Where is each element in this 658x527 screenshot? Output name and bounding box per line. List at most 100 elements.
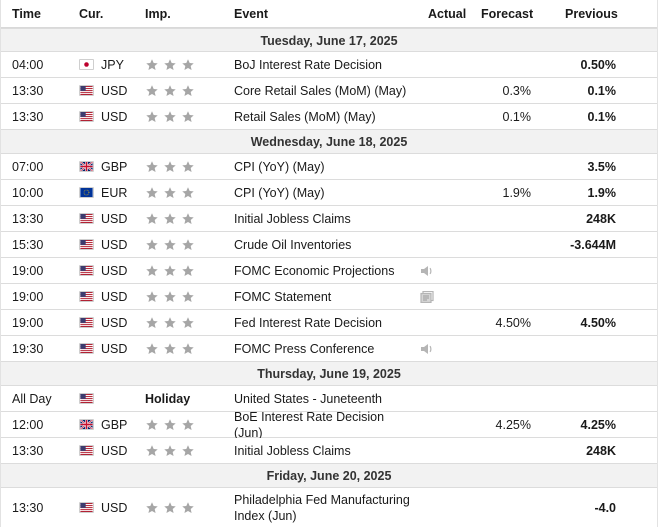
event-name[interactable]: FOMC Press Conference <box>234 341 375 356</box>
event-cell[interactable]: BoE Interest Rate Decision (Jun) <box>234 410 414 440</box>
importance-star-icon <box>164 501 176 513</box>
importance-rating <box>145 488 195 527</box>
importance-star-icon <box>182 418 194 430</box>
event-name[interactable]: Philadelphia Fed Manufacturing Index (Ju… <box>234 492 410 523</box>
event-currency: JPY <box>101 57 124 72</box>
event-currency: USD <box>101 237 128 252</box>
importance-star-icon <box>146 418 158 430</box>
event-cell[interactable]: United States - Juneteenth <box>234 386 414 411</box>
header-forecast[interactable]: Forecast <box>481 7 534 21</box>
event-cell[interactable]: CPI (YoY) (May) <box>234 180 414 205</box>
importance-star-icon <box>146 501 158 513</box>
importance-star-icon <box>182 342 194 354</box>
importance-star-icon <box>164 186 176 198</box>
event-row[interactable]: 13:30 USD Philadelphia Fed Manufacturing I… <box>0 488 658 527</box>
event-cell[interactable]: Initial Jobless Claims <box>234 206 414 231</box>
event-row[interactable]: All Day Holiday United States - Juneteenth <box>0 386 658 412</box>
importance-star-icon <box>164 238 176 250</box>
speaker-icon[interactable] <box>420 265 434 277</box>
event-name[interactable]: Initial Jobless Claims <box>234 211 351 226</box>
importance-star-icon <box>146 110 158 122</box>
event-cell[interactable]: Core Retail Sales (MoM) (May) <box>234 78 414 103</box>
event-name[interactable]: Crude Oil Inventories <box>234 237 352 252</box>
event-cell[interactable]: FOMC Statement <box>234 284 434 309</box>
event-row[interactable]: 19:00 USD FOMC Economic Projections <box>0 258 658 284</box>
event-row[interactable]: 13:30 USD Initial Jobless Claims 248K <box>0 438 658 464</box>
date-row: Friday, June 20, 2025 <box>0 464 658 488</box>
event-name[interactable]: Initial Jobless Claims <box>234 443 351 458</box>
event-row[interactable]: 10:00 EUR CPI (YoY) (May) 1.9% 1.9% <box>0 180 658 206</box>
event-name[interactable]: Core Retail Sales (MoM) (May) <box>234 83 407 98</box>
event-cell[interactable]: CPI (YoY) (May) <box>234 154 414 179</box>
table-header: Time Cur. Imp. Event Actual Forecast Pre… <box>0 0 658 28</box>
header-event[interactable]: Event <box>234 7 269 21</box>
importance-star-icon <box>182 110 194 122</box>
eu-flag-icon <box>79 187 94 198</box>
event-cell[interactable]: Retail Sales (MoM) (May) <box>234 104 414 129</box>
event-previous: 4.25% <box>580 417 616 432</box>
document-icon[interactable] <box>420 290 434 303</box>
event-cell[interactable]: Fed Interest Rate Decision <box>234 310 414 335</box>
event-row[interactable]: 19:00 USD FOMC Statement <box>0 284 658 310</box>
event-name[interactable]: FOMC Economic Projections <box>234 263 395 278</box>
header-actual[interactable]: Actual <box>428 7 467 21</box>
event-currency: GBP <box>101 159 128 174</box>
event-row[interactable]: 19:00 USD Fed Interest Rate Decision 4.50% 4… <box>0 310 658 336</box>
importance-star-icon <box>182 58 194 70</box>
event-previous: 0.50% <box>580 57 616 72</box>
event-cell[interactable]: Philadelphia Fed Manufacturing Index (Ju… <box>234 488 414 527</box>
importance-star-icon <box>182 290 194 302</box>
event-row[interactable]: 12:00 GBP BoE Interest Rate Decision (Jun)… <box>0 410 658 440</box>
importance-rating <box>145 336 195 361</box>
country-flag <box>79 438 94 463</box>
event-cell[interactable]: BoJ Interest Rate Decision <box>234 52 414 77</box>
event-name[interactable]: United States - Juneteenth <box>234 391 383 406</box>
event-row[interactable]: 13:30 USD Initial Jobless Claims 248K <box>0 206 658 232</box>
event-name[interactable]: Retail Sales (MoM) (May) <box>234 109 376 124</box>
event-row[interactable]: 07:00 GBP CPI (YoY) (May) 3.5% <box>0 154 658 180</box>
event-time: 04:00 <box>12 57 44 72</box>
event-cell[interactable]: FOMC Economic Projections <box>234 258 434 283</box>
event-name[interactable]: CPI (YoY) (May) <box>234 185 325 200</box>
event-row[interactable]: 19:30 USD FOMC Press Conference <box>0 336 658 362</box>
event-cell[interactable]: Crude Oil Inventories <box>234 232 414 257</box>
event-name[interactable]: Fed Interest Rate Decision <box>234 315 382 330</box>
importance-star-icon <box>146 160 158 172</box>
header-currency[interactable]: Cur. <box>79 7 104 21</box>
event-row[interactable]: 13:30 USD Retail Sales (MoM) (May) 0.1% 0.1% <box>0 104 658 130</box>
importance-rating <box>145 52 195 77</box>
event-cell[interactable]: Initial Jobless Claims <box>234 438 414 463</box>
event-currency: USD <box>101 109 128 124</box>
event-row[interactable]: 15:30 USD Crude Oil Inventories -3.644M <box>0 232 658 258</box>
header-previous[interactable]: Previous <box>565 7 618 21</box>
speaker-icon[interactable] <box>420 343 434 355</box>
importance-star-icon <box>146 342 158 354</box>
event-name[interactable]: BoJ Interest Rate Decision <box>234 57 382 72</box>
event-name[interactable]: FOMC Statement <box>234 289 332 304</box>
us-flag-icon <box>79 239 94 250</box>
importance-rating <box>145 78 195 103</box>
header-time[interactable]: Time <box>12 7 41 21</box>
event-name[interactable]: CPI (YoY) (May) <box>234 159 325 174</box>
event-row[interactable]: 04:00 JPY BoJ Interest Rate Decision 0.50% <box>0 52 658 78</box>
importance-rating <box>145 104 195 129</box>
event-cell[interactable]: FOMC Press Conference <box>234 336 434 361</box>
importance-star-icon <box>164 316 176 328</box>
event-currency: USD <box>101 263 128 278</box>
importance-star-icon <box>164 84 176 96</box>
importance-star-icon <box>146 264 158 276</box>
gb-flag-icon <box>79 161 94 172</box>
event-time: 13:30 <box>12 500 44 515</box>
importance-rating <box>145 310 195 335</box>
event-row[interactable]: 13:30 USD Core Retail Sales (MoM) (May) 0.3… <box>0 78 658 104</box>
country-flag <box>79 284 94 309</box>
event-previous: -4.0 <box>594 500 616 515</box>
importance-rating <box>145 412 195 437</box>
event-time: 13:30 <box>12 109 44 124</box>
header-importance[interactable]: Imp. <box>145 7 171 21</box>
us-flag-icon <box>79 393 94 404</box>
country-flag <box>79 232 94 257</box>
left-border <box>0 0 1 527</box>
country-flag <box>79 310 94 335</box>
event-name[interactable]: BoE Interest Rate Decision (Jun) <box>234 409 385 440</box>
